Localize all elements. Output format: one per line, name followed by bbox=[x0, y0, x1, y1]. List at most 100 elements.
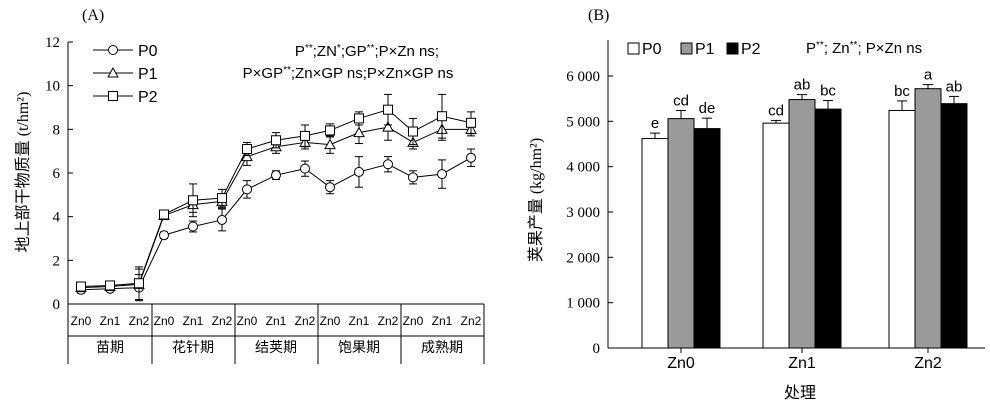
panel-b-significance-letter: bc bbox=[820, 82, 836, 99]
series-p0-line bbox=[304, 168, 331, 188]
series-p2-point bbox=[271, 135, 281, 146]
panel-a-group-label: 苗期 bbox=[96, 340, 124, 356]
panel-a-y-tick-label: 12 bbox=[45, 35, 60, 51]
panel-a-y-tick-label: 10 bbox=[45, 79, 60, 95]
panel-b-x-tick-label: Zn1 bbox=[788, 355, 816, 372]
panel-b-y-tick-label: 4 000 bbox=[566, 160, 600, 176]
panel-a-x-tick-label: Zn2 bbox=[295, 314, 316, 328]
panel-a-x-tick-label: Zn0 bbox=[154, 314, 175, 328]
panel-b-x-tick-label: Zn0 bbox=[667, 355, 695, 372]
series-p1-point bbox=[324, 138, 336, 150]
series-p2-point bbox=[217, 193, 227, 204]
panel-a-x-tick-label: Zn0 bbox=[320, 314, 341, 328]
panel-a-x-tick-label: Zn0 bbox=[237, 314, 258, 328]
panel-b-x-axis-label: 处理 bbox=[784, 384, 816, 402]
series-p0-point bbox=[188, 221, 198, 232]
panel-b-x-tick-label: Zn2 bbox=[914, 355, 942, 372]
panel-b-y-tick-label: 5 000 bbox=[566, 114, 600, 130]
series-p1-line bbox=[304, 141, 331, 146]
panel-a-y-tick-label: 0 bbox=[53, 297, 61, 313]
series-p2-point bbox=[437, 111, 447, 122]
series-p0-point bbox=[437, 169, 447, 180]
panel-b-significance-letter: e bbox=[651, 115, 659, 132]
series-p0-point bbox=[159, 230, 169, 241]
series-p0-point bbox=[354, 166, 364, 177]
series-p2-point bbox=[242, 143, 252, 154]
series-p0-line bbox=[221, 189, 248, 221]
series-p2-point bbox=[466, 117, 476, 128]
panel-a-x-tick-label: Zn2 bbox=[378, 314, 399, 328]
panel-b-significance-letter: cd bbox=[768, 102, 784, 119]
panel-b-y-axis-label: 荚果产量 (kg/hm²) bbox=[527, 138, 545, 262]
panel-a-group-label: 饱果期 bbox=[338, 340, 380, 356]
panel-a-x-tick-label: Zn0 bbox=[403, 314, 424, 328]
panel-a-y-axis-label: 地上部干物质量 (t/hm²) bbox=[14, 92, 32, 253]
panel-b-y-tick-label: 0 bbox=[593, 341, 601, 357]
panel-a-y-tick-label: 4 bbox=[53, 210, 61, 226]
series-p2-point bbox=[408, 126, 418, 137]
panel-a-legend-marker bbox=[108, 45, 118, 55]
panel-b-legend-swatch bbox=[726, 42, 739, 55]
panel-b-significance-letter: bc bbox=[894, 83, 910, 100]
panel-a-legend-marker bbox=[108, 91, 118, 101]
bar-p2-zn2 bbox=[940, 103, 968, 349]
panel-a-x-tick-label: Zn2 bbox=[212, 314, 233, 328]
series-p0-point bbox=[271, 170, 281, 181]
panel-b: (B) P**; Zn**; P×Zn ns 荚果产量 (kg/hm²) 处理 … bbox=[527, 7, 985, 402]
bar-p2-zn1 bbox=[814, 108, 842, 349]
panel-b-stats-text: P**; Zn**; P×Zn ns bbox=[806, 40, 922, 58]
series-p0-point bbox=[383, 159, 393, 170]
panel-b-label: (B) bbox=[588, 7, 609, 24]
series-p1-point bbox=[241, 150, 253, 162]
bar-p0-zn2 bbox=[888, 109, 916, 349]
bar-p1-zn2 bbox=[914, 88, 942, 349]
series-p2-point bbox=[159, 209, 169, 220]
panel-b-y-tick-label: 6 000 bbox=[566, 69, 600, 85]
series-p2-point bbox=[354, 113, 364, 124]
panel-b-significance-letter: ab bbox=[794, 77, 811, 94]
panel-a-x-tick-label: Zn1 bbox=[266, 314, 287, 328]
series-p0-point bbox=[325, 182, 335, 193]
series-p1-point bbox=[382, 121, 394, 132]
panel-a-group-label: 结荚期 bbox=[255, 339, 297, 356]
series-p2-point bbox=[105, 280, 115, 291]
panel-a-x-tick-label: Zn2 bbox=[461, 314, 482, 328]
series-p2-point bbox=[188, 195, 198, 206]
bar-p2-zn0 bbox=[693, 128, 721, 349]
panel-b-y-tick-label: 2 000 bbox=[566, 250, 600, 266]
panel-a-y-tick-label: 2 bbox=[53, 253, 61, 269]
panel-a-y-tick-label: 6 bbox=[53, 166, 61, 182]
panel-b-significance-letter: cd bbox=[673, 92, 689, 109]
series-p0-point bbox=[217, 214, 227, 225]
panel-b-legend-label: P2 bbox=[741, 41, 761, 58]
panel-b-significance-letter: ab bbox=[946, 78, 963, 95]
panel-b-significance-letter: de bbox=[699, 100, 716, 117]
panel-a-group-label: 花针期 bbox=[172, 340, 214, 356]
panel-a-legend-label: P2 bbox=[138, 89, 158, 106]
series-p2-point bbox=[134, 278, 144, 289]
series-p2-line bbox=[138, 214, 165, 284]
panel-a-label: (A) bbox=[82, 7, 104, 24]
panel-b-y-tick-label: 3 000 bbox=[566, 205, 600, 221]
panel-a-legend-label: P1 bbox=[138, 66, 158, 83]
series-p2-point bbox=[325, 125, 335, 136]
panel-a: (A) P**;ZN*;GP**;P×Zn ns; P×GP**;Zn×GP n… bbox=[14, 7, 485, 364]
panel-b-legend-swatch bbox=[627, 42, 640, 55]
panel-a-stats-line-2: P×GP**;Zn×GP ns;P×Zn×GP ns bbox=[243, 65, 454, 83]
panel-b-legend-swatch bbox=[680, 42, 693, 55]
panel-a-x-tick-label: Zn1 bbox=[100, 314, 121, 328]
panel-a-x-tick-label: Zn1 bbox=[432, 314, 453, 328]
panel-a-x-tick-label: Zn1 bbox=[183, 314, 204, 328]
bar-p0-zn0 bbox=[641, 138, 669, 349]
panel-b-significance-letter: a bbox=[924, 67, 933, 84]
panel-a-y-tick-label: 8 bbox=[53, 122, 61, 138]
series-p0-point bbox=[466, 152, 476, 163]
panel-a-stats-line-1: P**;ZN*;GP**;P×Zn ns; bbox=[295, 43, 439, 61]
series-p1-point bbox=[353, 126, 365, 138]
series-p0-point bbox=[300, 163, 310, 174]
series-p0-point bbox=[242, 184, 252, 195]
panel-a-legend-marker bbox=[107, 66, 119, 78]
panel-a-group-label: 成熟期 bbox=[421, 340, 463, 356]
panel-a-x-tick-label: Zn2 bbox=[129, 314, 150, 328]
